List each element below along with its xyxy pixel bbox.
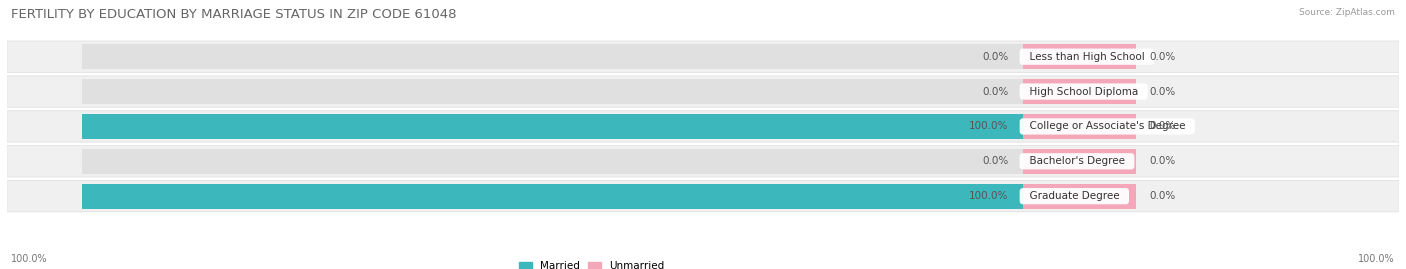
FancyBboxPatch shape [7, 76, 1399, 107]
Text: 0.0%: 0.0% [983, 52, 1008, 62]
Bar [1022, 114, 1136, 139]
FancyBboxPatch shape [7, 111, 1399, 142]
Text: 0.0%: 0.0% [1150, 156, 1175, 166]
Text: 0.0%: 0.0% [983, 156, 1008, 166]
Bar [83, 114, 1022, 139]
FancyBboxPatch shape [7, 180, 1399, 212]
Text: College or Associate's Degree: College or Associate's Degree [1022, 121, 1192, 132]
Bar [83, 184, 1022, 209]
Bar [83, 79, 1022, 104]
Bar [83, 184, 1022, 209]
Text: 0.0%: 0.0% [1150, 191, 1175, 201]
Text: Bachelor's Degree: Bachelor's Degree [1022, 156, 1132, 166]
Legend: Married, Unmarried: Married, Unmarried [515, 257, 668, 269]
FancyBboxPatch shape [7, 41, 1399, 72]
Text: 0.0%: 0.0% [1150, 121, 1175, 132]
Text: 100.0%: 100.0% [11, 254, 48, 264]
Text: Less than High School: Less than High School [1022, 52, 1152, 62]
Bar [1022, 184, 1136, 209]
FancyBboxPatch shape [7, 146, 1399, 177]
Bar [1022, 44, 1136, 69]
Text: 100.0%: 100.0% [969, 191, 1008, 201]
Bar [83, 149, 1022, 174]
Text: 0.0%: 0.0% [1150, 52, 1175, 62]
Text: FERTILITY BY EDUCATION BY MARRIAGE STATUS IN ZIP CODE 61048: FERTILITY BY EDUCATION BY MARRIAGE STATU… [11, 8, 457, 21]
Text: 100.0%: 100.0% [969, 121, 1008, 132]
Text: 0.0%: 0.0% [1150, 87, 1175, 97]
Bar [1022, 79, 1136, 104]
Bar [1022, 149, 1136, 174]
Text: 100.0%: 100.0% [1358, 254, 1395, 264]
Bar [83, 44, 1022, 69]
Text: High School Diploma: High School Diploma [1022, 87, 1144, 97]
Text: Graduate Degree: Graduate Degree [1022, 191, 1126, 201]
Text: 0.0%: 0.0% [983, 87, 1008, 97]
Bar [83, 114, 1022, 139]
Text: Source: ZipAtlas.com: Source: ZipAtlas.com [1299, 8, 1395, 17]
